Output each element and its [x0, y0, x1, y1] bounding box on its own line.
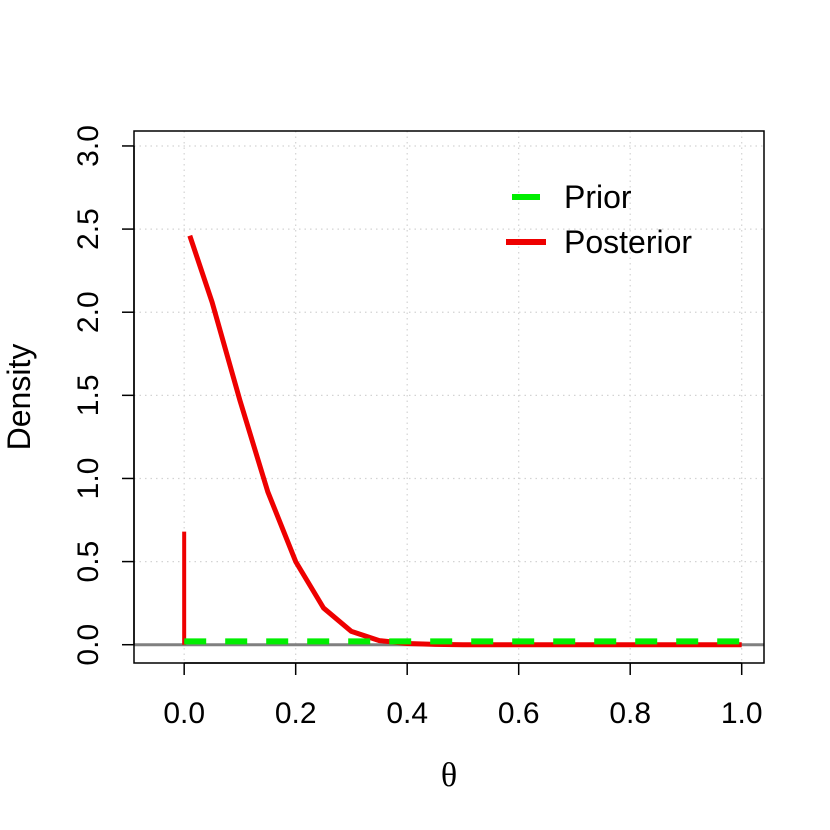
series [182, 234, 742, 648]
plot-frame [133, 130, 765, 664]
legend-label-prior: Prior [564, 179, 632, 215]
y-axis: 0.0 0.5 1.0 1.5 2.0 2.5 3.0 [72, 125, 135, 666]
legend-label-posterior: Posterior [564, 224, 692, 260]
x-tick-label: 1.0 [721, 697, 763, 730]
y-axis-title: Density [1, 344, 37, 451]
y-tick-label: 2.0 [72, 291, 105, 333]
x-tick-label: 0.2 [275, 697, 317, 730]
x-tick-label: 0.4 [386, 697, 428, 730]
posterior-line [187, 234, 742, 648]
x-tick-label: 0.0 [163, 697, 205, 730]
y-tick-label: 0.5 [72, 541, 105, 583]
y-tick-label: 3.0 [72, 125, 105, 167]
grid [134, 131, 764, 663]
x-tick-label: 0.6 [498, 697, 540, 730]
y-tick-label: 2.5 [72, 208, 105, 250]
x-axis: 0.0 0.2 0.4 0.6 0.8 1.0 [163, 662, 763, 730]
legend: Prior Posterior [506, 179, 692, 260]
x-axis-title: θ [441, 757, 457, 794]
x-tick-label: 0.8 [609, 697, 651, 730]
y-tick-label: 1.5 [72, 374, 105, 416]
y-tick-label: 1.0 [72, 458, 105, 500]
y-tick-label: 0.0 [72, 624, 105, 666]
